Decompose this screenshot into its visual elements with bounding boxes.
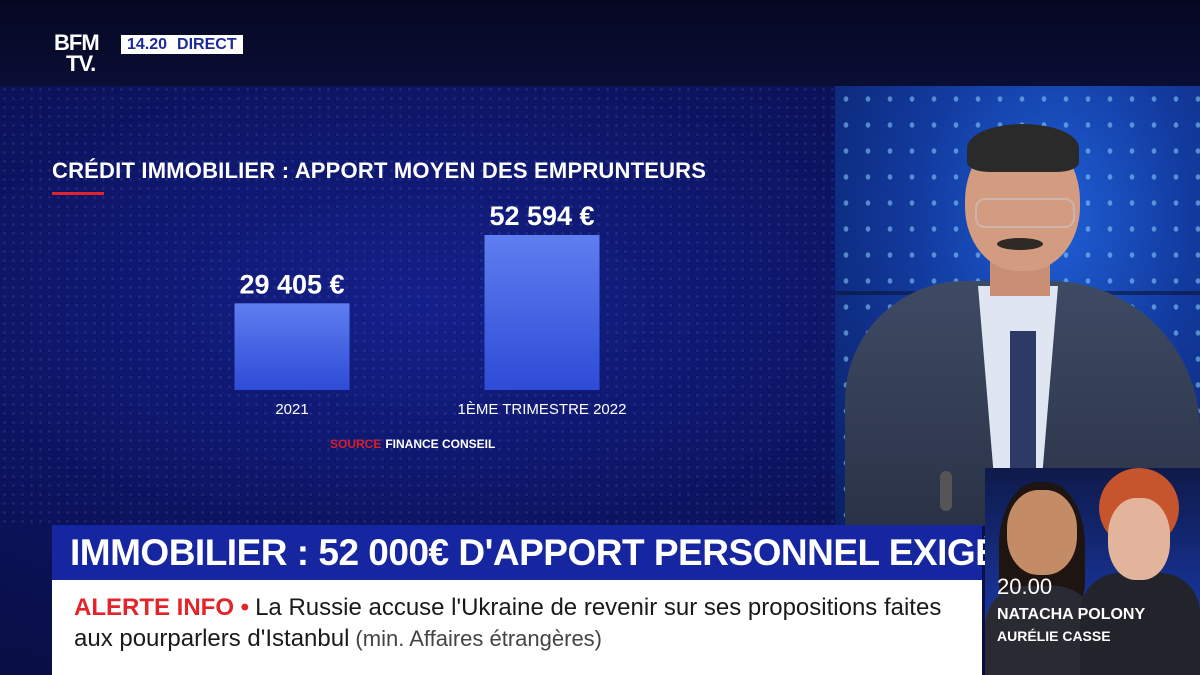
- headline-band: IMMOBILIER : 52 000€ D'APPORT PERSONNEL …: [52, 525, 1000, 580]
- logo-line-1: BFM: [54, 30, 100, 55]
- background-dot-pattern: [0, 85, 835, 525]
- news-ticker: ALERTE INFO • La Russie accuse l'Ukraine …: [52, 580, 982, 675]
- source-label: SOURCE: [330, 437, 382, 451]
- value-label-1: 52 594 €: [489, 201, 594, 231]
- host2-body: [1080, 573, 1200, 675]
- chart-title: CRÉDIT IMMOBILIER : APPORT MOYEN DES EMP…: [52, 158, 707, 183]
- microphone-icon: [940, 471, 952, 511]
- chart-source: SOURCE FINANCE CONSEIL: [330, 437, 495, 451]
- bar-chart: 29 405 € 2021 52 594 € 1ÈME TRIMESTRE 2022: [234, 201, 627, 418]
- bar-0: [234, 303, 350, 390]
- host1-face: [1007, 490, 1077, 575]
- channel-logo: BFM TV.: [54, 30, 118, 76]
- live-label: DIRECT: [177, 35, 237, 53]
- category-label-1: 1ÈME TRIMESTRE 2022: [458, 401, 627, 418]
- source-name: FINANCE CONSEIL: [385, 437, 496, 451]
- next-show-panel: 20.00 NATACHA POLONY AURÉLIE CASSE: [985, 468, 1200, 675]
- ticker-text-block: ALERTE INFO • La Russie accuse l'Ukraine …: [74, 592, 974, 654]
- top-bar: BFM TV. 14.20 DIRECT: [0, 0, 1200, 86]
- logo-line-2: TV.: [66, 51, 96, 76]
- guest-mustache: [997, 238, 1043, 250]
- next-show-host-2: AURÉLIE CASSE: [997, 628, 1111, 644]
- bar-1: [484, 235, 600, 390]
- live-badge: 14.20 DIRECT: [121, 35, 243, 54]
- alert-label: ALERTE INFO •: [74, 594, 250, 621]
- ticker-message: La Russie accuse l'Ukraine de revenir su…: [74, 594, 942, 652]
- next-show-time: 20.00: [997, 574, 1053, 599]
- value-label-0: 29 405 €: [239, 269, 344, 299]
- guest-glasses: [975, 198, 1075, 228]
- ticker-source-note: (min. Affaires étrangères): [355, 626, 603, 651]
- next-show-host-1: NATACHA POLONY: [997, 606, 1146, 623]
- guest-hair: [967, 124, 1079, 172]
- title-underline: [52, 192, 104, 195]
- clock-time: 14.20: [127, 35, 168, 53]
- headline-text: IMMOBILIER : 52 000€ D'APPORT PERSONNEL …: [70, 531, 1000, 573]
- category-label-0: 2021: [275, 401, 308, 418]
- studio-video: [835, 86, 1200, 526]
- host1-body: [985, 586, 1095, 675]
- host2-face: [1108, 498, 1170, 580]
